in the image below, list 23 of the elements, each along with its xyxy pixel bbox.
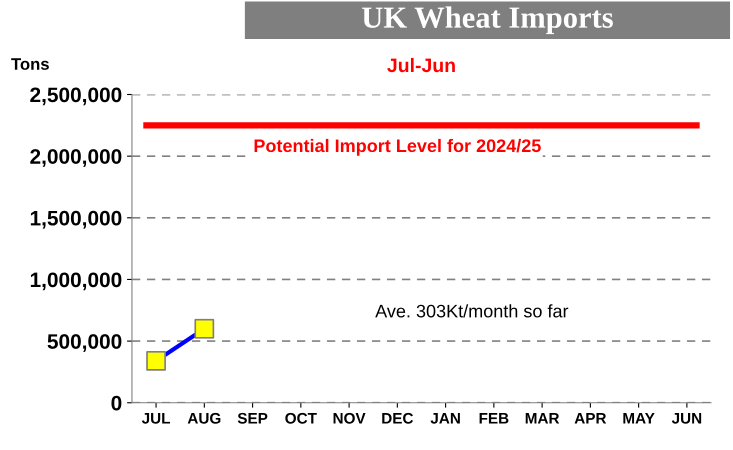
x-tick-label: AUG xyxy=(188,412,220,424)
x-tick-label: DEC xyxy=(382,412,414,424)
x-tick-label: SEP xyxy=(238,412,268,424)
x-tick-label: JAN xyxy=(430,413,460,424)
x-tick-label: JUN xyxy=(672,413,702,424)
y-tick-label: 1,500,000 xyxy=(30,210,122,229)
x-tick-label: NOV xyxy=(334,412,366,424)
x-tick-label: OCT xyxy=(285,412,317,424)
y-tick-label: 2,500,000 xyxy=(30,88,122,106)
x-tick-label: APR xyxy=(574,413,606,424)
y-axis-title: Tons xyxy=(11,58,49,70)
x-tick-label: MAY xyxy=(623,413,655,424)
x-tick-label: FEB xyxy=(480,413,508,424)
x-tick-label: JUL xyxy=(142,413,170,424)
ref-line-label: Potential Import Level for 2024/25 xyxy=(254,138,541,156)
y-tick-label: 0 xyxy=(111,396,122,411)
y-tick-label: 2,000,000 xyxy=(30,149,122,167)
annotation: Ave. 303Kt/month so far xyxy=(375,304,568,318)
y-tick-label: 500,000 xyxy=(48,334,122,352)
y-tick-label: 1,000,000 xyxy=(30,272,122,290)
chart-subtitle: Jul-Jun xyxy=(387,58,455,72)
x-tick-label: MAR xyxy=(526,413,560,424)
chart-title: UK Wheat Imports xyxy=(362,6,613,34)
